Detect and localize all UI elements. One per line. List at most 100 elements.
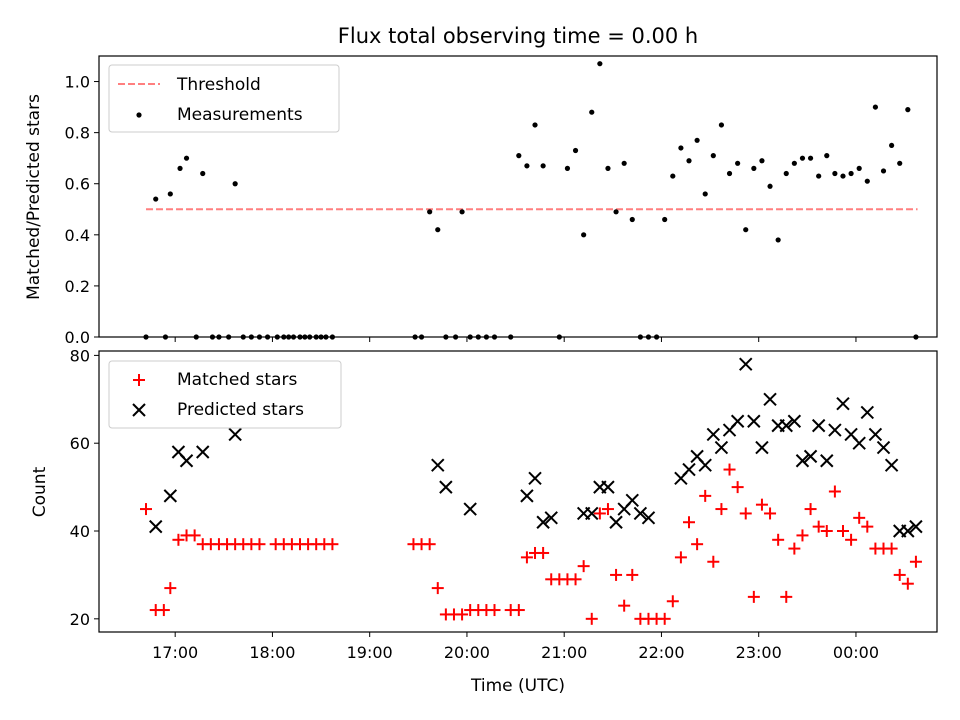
measurement-point	[540, 163, 546, 169]
predicted-star-point	[625, 493, 639, 507]
measurement-point	[889, 142, 895, 149]
count-x-tick-label: 18:00	[249, 643, 295, 662]
ratio-y-label: Matched/Predicted stars	[24, 94, 44, 300]
threshold-legend-label: Threshold	[176, 75, 261, 95]
count-y-tick-label: 60	[70, 434, 90, 453]
predicted-star-point	[439, 480, 453, 494]
ratio-axes-frame	[98, 55, 938, 338]
measurement-point	[459, 209, 465, 215]
count-legend: Matched stars Predicted stars	[108, 360, 342, 429]
measurement-point	[524, 163, 530, 169]
predicted-star-point	[868, 427, 883, 442]
ratio-legend: Threshold Measurements	[108, 64, 340, 133]
count-panel: 20 40 60 80 17:00 18:00 19:00 20:00 21:00 22:00 2…	[30, 346, 938, 696]
figure-title: Flux total observing time = 0.00 h	[338, 24, 698, 48]
count-plot-area	[140, 357, 923, 625]
count-x-label: Time (UTC)	[470, 676, 565, 696]
measurement-point	[783, 170, 789, 177]
predicted-star-point	[876, 440, 891, 455]
measurement-point	[767, 183, 773, 189]
matched-star-point	[512, 604, 525, 617]
measurement-point	[662, 216, 668, 223]
matched-legend-label: Matched stars	[177, 370, 297, 390]
matched-star-point	[812, 520, 825, 533]
count-y-ticks: 20 40 60 80	[70, 346, 99, 629]
measurement-point	[775, 237, 781, 243]
matched-star-point	[666, 595, 679, 608]
predicted-star-point	[811, 418, 826, 433]
measurement-point	[840, 173, 846, 179]
matched-star-point	[788, 542, 801, 555]
predicted-star-point	[787, 414, 802, 428]
ratio-plot-area	[143, 61, 919, 340]
matched-star-point	[423, 538, 436, 551]
ratio-y-ticks: 0.0 0.2 0.4 0.6 0.8 1.0	[65, 73, 99, 347]
predicted-star-point	[528, 471, 542, 486]
measurement-point	[670, 173, 676, 179]
count-x-ticks: 17:00 18:00 19:00 20:00 21:00 22:00 23:00 00:00	[152, 632, 879, 662]
measurement-point	[629, 216, 635, 223]
matched-star-point	[626, 568, 639, 581]
measurement-point	[816, 173, 822, 179]
matched-star-point	[577, 560, 590, 573]
count-legend-box	[108, 360, 342, 429]
predicted-star-point	[747, 414, 761, 428]
predicted-star-point	[536, 515, 550, 529]
predicted-star-point	[730, 414, 745, 428]
predicted-star-point	[706, 427, 721, 442]
measurement-point	[153, 196, 159, 202]
matched-star-point	[618, 599, 631, 612]
matched-star-point	[885, 542, 898, 555]
measurement-point	[678, 145, 684, 151]
predicted-star-point	[763, 392, 777, 407]
matched-star-point	[585, 612, 598, 625]
matched-star-point	[796, 529, 809, 542]
matched-star-point	[140, 503, 153, 516]
matched-star-point	[431, 582, 444, 595]
measurement-point	[735, 160, 741, 166]
measurement-point	[743, 227, 749, 233]
matched-star-point	[164, 582, 177, 595]
predicted-star-point	[463, 502, 477, 516]
matched-star-point	[764, 507, 777, 520]
matched-star-point	[326, 538, 339, 551]
measurement-point	[435, 227, 441, 233]
matched-star-point	[537, 546, 550, 559]
measurement-point	[564, 165, 571, 171]
measurement-point	[848, 170, 854, 177]
matched-star-point	[853, 511, 866, 524]
matched-star-point	[683, 516, 696, 529]
matched-star-point	[893, 568, 906, 581]
matched-star-point	[488, 604, 501, 617]
measurement-point	[200, 170, 206, 177]
predicted-star-point	[755, 440, 769, 455]
predicted-star-point	[520, 489, 534, 503]
count-y-tick-label: 80	[70, 346, 90, 365]
matched-legend-swatch	[133, 374, 145, 386]
matched-star-point	[172, 533, 185, 546]
measurement-point	[427, 209, 433, 215]
measurement-point	[597, 61, 603, 67]
matched-star-point	[569, 573, 582, 586]
measurement-point	[832, 170, 838, 177]
matched-star-point	[674, 551, 687, 564]
measurement-point	[807, 155, 814, 161]
matched-star-point	[601, 503, 614, 516]
matched-star-point	[755, 498, 768, 511]
predicted-star-point	[641, 511, 656, 525]
measurement-point	[856, 165, 862, 171]
ratio-legend-box	[108, 64, 340, 133]
matched-star-point	[836, 525, 849, 538]
measurement-point	[183, 155, 190, 161]
matched-star-point	[780, 590, 793, 603]
matched-star-point	[747, 590, 760, 603]
predicted-star-point	[601, 480, 615, 494]
predicted-star-point	[820, 454, 834, 468]
measurement-point	[167, 191, 173, 197]
matched-star-point	[691, 538, 704, 551]
measurement-point	[824, 153, 830, 159]
measurement-point	[799, 155, 806, 161]
ratio-y-tick-label: 0.8	[65, 124, 90, 143]
predicted-star-point	[714, 440, 729, 455]
measurement-point	[613, 209, 619, 215]
